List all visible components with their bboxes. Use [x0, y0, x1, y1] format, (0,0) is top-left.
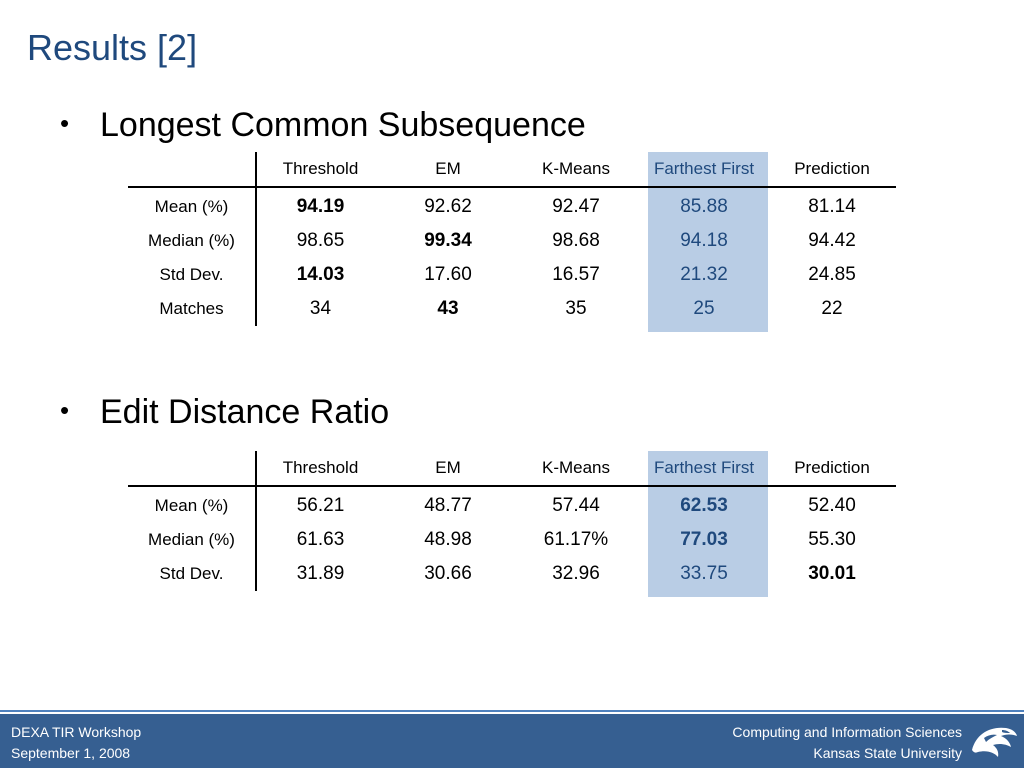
bullet-dot: •: [60, 395, 70, 425]
table-cell: 31.89: [296, 563, 345, 584]
header-corner: [128, 451, 257, 487]
bullet-edit-distance: • Edit Distance Ratio: [60, 389, 389, 433]
table-row: Median (%) 98.65 99.34 98.68 94.18 94.42: [128, 224, 896, 258]
table-cell: 43: [437, 298, 459, 319]
table-cell: 21.32: [680, 264, 728, 285]
header-corner: [128, 152, 257, 188]
table-cell: 57.44: [552, 495, 600, 516]
table-cell: 55.30: [808, 529, 856, 550]
table-cell: 99.34: [424, 230, 472, 251]
table-cell: 30.01: [808, 563, 856, 584]
table-cell: 62.53: [680, 495, 728, 516]
column-header: Prediction: [768, 451, 896, 487]
row-label: Median (%): [128, 224, 257, 258]
table-cell: 56.21: [296, 495, 345, 516]
row-label: Std Dev.: [128, 258, 257, 292]
table-row: Median (%) 61.63 48.98 61.17% 77.03 55.3…: [128, 523, 896, 557]
bullet-lcs-text: Longest Common Subsequence: [100, 106, 586, 144]
table-cell: 98.65: [296, 230, 345, 251]
table-row: Std Dev. 14.03 17.60 16.57 21.32 24.85: [128, 258, 896, 292]
table-cell: 25: [693, 298, 715, 319]
table-cell: 98.68: [552, 230, 600, 251]
footer-left: DEXA TIR Workshop September 1, 2008: [11, 722, 141, 764]
row-label: Matches: [128, 292, 257, 326]
table-cell: 81.14: [808, 196, 856, 217]
table-cell: 92.47: [552, 196, 600, 217]
column-header: Farthest First: [640, 451, 768, 487]
table-cell: 94.19: [296, 196, 345, 217]
column-header: K-Means: [512, 152, 640, 188]
column-header: Prediction: [768, 152, 896, 188]
table-cell: 92.62: [424, 196, 472, 217]
table-cell: 33.75: [680, 563, 728, 584]
row-label: Mean (%): [128, 187, 257, 224]
column-header: EM: [384, 451, 512, 487]
column-header: Threshold: [256, 451, 384, 487]
table-cell: 48.77: [424, 495, 472, 516]
slide-title: Results [2]: [27, 27, 198, 68]
column-header: K-Means: [512, 451, 640, 487]
edit-distance-results-table: Threshold EM K-Means Farthest First Pred…: [128, 451, 896, 591]
table-cell: 14.03: [296, 264, 345, 285]
table-cell: 35: [565, 298, 587, 319]
table-cell: 32.96: [552, 563, 600, 584]
table-cell: 34: [309, 298, 332, 319]
column-header: EM: [384, 152, 512, 188]
table-header-row: Threshold EM K-Means Farthest First Pred…: [128, 152, 896, 188]
bullet-dot: •: [60, 108, 70, 138]
table-cell: 61.63: [296, 529, 345, 550]
row-label: Std Dev.: [128, 557, 257, 591]
column-header: Threshold: [256, 152, 384, 188]
table-cell: 24.85: [808, 264, 856, 285]
table-row: Mean (%) 94.19 92.62 92.47 85.88 81.14: [128, 187, 896, 224]
table-cell: 48.98: [424, 529, 472, 550]
edit-distance-table-container: Threshold EM K-Means Farthest First Pred…: [128, 451, 896, 597]
column-header: Farthest First: [640, 152, 768, 188]
footer-university: Kansas State University: [813, 745, 962, 761]
table-cell: 85.88: [680, 196, 728, 217]
table-row: Mean (%) 56.21 48.77 57.44 62.53 52.40: [128, 486, 896, 523]
table-row: Std Dev. 31.89 30.66 32.96 33.75 30.01: [128, 557, 896, 591]
lcs-results-table: Threshold EM K-Means Farthest First Pred…: [128, 152, 896, 326]
table-cell: 94.42: [808, 230, 856, 251]
row-label: Median (%): [128, 523, 257, 557]
footer-event: DEXA TIR Workshop: [11, 724, 142, 740]
table-cell: 22: [821, 298, 843, 319]
table-cell: 52.40: [808, 495, 856, 516]
row-label: Mean (%): [128, 486, 257, 523]
footer-date: September 1, 2008: [11, 745, 131, 761]
lcs-table-container: Threshold EM K-Means Farthest First Pred…: [128, 152, 896, 332]
table-cell: 16.57: [552, 264, 600, 285]
table-header-row: Threshold EM K-Means Farthest First Pred…: [128, 451, 896, 487]
table-cell: 30.66: [424, 563, 472, 584]
footer-divider: [0, 710, 1024, 712]
table-cell: 61.17%: [543, 529, 609, 550]
bullet-edit-distance-text: Edit Distance Ratio: [100, 393, 390, 431]
wildcat-logo-icon: [972, 727, 1017, 757]
table-cell: 94.18: [680, 230, 728, 251]
table-cell: 17.60: [424, 264, 472, 285]
footer-right: Computing and Information Sciences Kansa…: [732, 722, 962, 764]
table-cell: 77.03: [680, 529, 728, 550]
bullet-lcs: • Longest Common Subsequence: [60, 102, 586, 146]
table-row: Matches 34 43 35 25 22: [128, 292, 896, 326]
footer-department: Computing and Information Sciences: [732, 724, 962, 740]
slide-footer: DEXA TIR Workshop September 1, 2008 Comp…: [0, 714, 1024, 768]
